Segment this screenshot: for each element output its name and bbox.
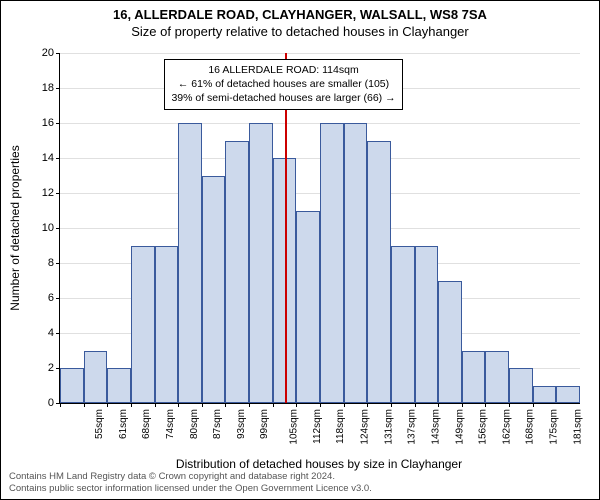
xtick-mark <box>225 403 226 407</box>
xtick-label: 143sqm <box>430 409 441 445</box>
footer-attribution: Contains HM Land Registry data © Crown c… <box>9 471 372 495</box>
xtick-mark <box>60 403 61 407</box>
xtick-label: 87sqm <box>212 409 223 439</box>
ytick-label: 4 <box>48 327 54 339</box>
xtick-label: 124sqm <box>360 409 371 445</box>
histogram-bar <box>225 141 249 404</box>
histogram-bar <box>533 386 557 404</box>
xtick-mark <box>178 403 179 407</box>
xtick-label: 93sqm <box>236 409 247 439</box>
xtick-label: 68sqm <box>141 409 152 439</box>
xtick-mark <box>107 403 108 407</box>
ytick-label: 14 <box>42 152 54 164</box>
ytick-mark <box>56 263 60 264</box>
xtick-mark <box>533 403 534 407</box>
xtick-label: 80sqm <box>189 409 200 439</box>
ytick-mark <box>56 333 60 334</box>
xtick-label: 131sqm <box>383 409 394 445</box>
callout-line2: ← 61% of detached houses are smaller (10… <box>171 77 395 91</box>
title-sub: Size of property relative to detached ho… <box>1 24 599 39</box>
xtick-label: 149sqm <box>454 409 465 445</box>
x-axis-label: Distribution of detached houses by size … <box>176 457 462 471</box>
ytick-label: 2 <box>48 362 54 374</box>
xtick-mark <box>131 403 132 407</box>
xtick-label: 181sqm <box>572 409 583 445</box>
xtick-label: 137sqm <box>407 409 418 445</box>
histogram-bar <box>462 351 486 404</box>
footer-line2: Contains public sector information licen… <box>9 483 372 495</box>
histogram-bar <box>178 123 202 403</box>
callout-box: 16 ALLERDALE ROAD: 114sqm ← 61% of detac… <box>164 59 402 110</box>
ytick-label: 20 <box>42 47 54 59</box>
y-axis-label: Number of detached properties <box>8 145 22 310</box>
callout-line1: 16 ALLERDALE ROAD: 114sqm <box>171 63 395 77</box>
xtick-mark <box>462 403 463 407</box>
xtick-label: 112sqm <box>312 409 323 444</box>
xtick-label: 61sqm <box>118 409 129 439</box>
histogram-bar <box>249 123 273 403</box>
histogram-bar <box>202 176 226 404</box>
xtick-label: 55sqm <box>94 409 105 439</box>
xtick-mark <box>296 403 297 407</box>
ytick-label: 10 <box>42 222 54 234</box>
xtick-label: 105sqm <box>289 409 300 445</box>
ytick-mark <box>56 298 60 299</box>
ytick-mark <box>56 88 60 89</box>
xtick-label: 74sqm <box>165 409 176 439</box>
xtick-mark <box>509 403 510 407</box>
histogram-bar <box>509 368 533 403</box>
title-main: 16, ALLERDALE ROAD, CLAYHANGER, WALSALL,… <box>1 7 599 22</box>
histogram-bar <box>556 386 580 404</box>
xtick-mark <box>320 403 321 407</box>
xtick-mark <box>485 403 486 407</box>
xtick-label: 118sqm <box>335 409 346 444</box>
xtick-mark <box>438 403 439 407</box>
histogram-bar <box>344 123 368 403</box>
xtick-mark <box>391 403 392 407</box>
xtick-mark <box>273 403 274 407</box>
xtick-label: 99sqm <box>259 409 270 439</box>
histogram-bar <box>296 211 320 404</box>
xtick-label: 162sqm <box>501 409 512 445</box>
xtick-label: 156sqm <box>478 409 489 445</box>
histogram-bar <box>155 246 179 404</box>
footer-line1: Contains HM Land Registry data © Crown c… <box>9 471 372 483</box>
chart-area: 0246810121416182055sqm61sqm68sqm74sqm80s… <box>59 53 579 403</box>
xtick-mark <box>84 403 85 407</box>
ytick-label: 18 <box>42 82 54 94</box>
histogram-bar <box>438 281 462 404</box>
ytick-mark <box>56 158 60 159</box>
xtick-mark <box>202 403 203 407</box>
ytick-mark <box>56 193 60 194</box>
xtick-mark <box>155 403 156 407</box>
ytick-label: 0 <box>48 397 54 409</box>
ytick-label: 8 <box>48 257 54 269</box>
histogram-bar <box>485 351 509 404</box>
xtick-mark <box>344 403 345 407</box>
ytick-label: 6 <box>48 292 54 304</box>
gridline <box>60 53 580 54</box>
xtick-mark <box>249 403 250 407</box>
histogram-bar <box>131 246 155 404</box>
callout-line3: 39% of semi-detached houses are larger (… <box>171 91 395 105</box>
xtick-mark <box>367 403 368 407</box>
chart-container: 16, ALLERDALE ROAD, CLAYHANGER, WALSALL,… <box>0 0 600 500</box>
ytick-mark <box>56 228 60 229</box>
histogram-bar <box>107 368 131 403</box>
xtick-mark <box>415 403 416 407</box>
histogram-bar <box>84 351 108 404</box>
ytick-mark <box>56 53 60 54</box>
histogram-bar <box>391 246 415 404</box>
histogram-bar <box>367 141 391 404</box>
xtick-label: 175sqm <box>549 409 560 445</box>
histogram-bar <box>320 123 344 403</box>
ytick-label: 16 <box>42 117 54 129</box>
xtick-label: 168sqm <box>525 409 536 445</box>
histogram-bar <box>415 246 439 404</box>
ytick-mark <box>56 123 60 124</box>
ytick-label: 12 <box>42 187 54 199</box>
histogram-bar <box>60 368 84 403</box>
